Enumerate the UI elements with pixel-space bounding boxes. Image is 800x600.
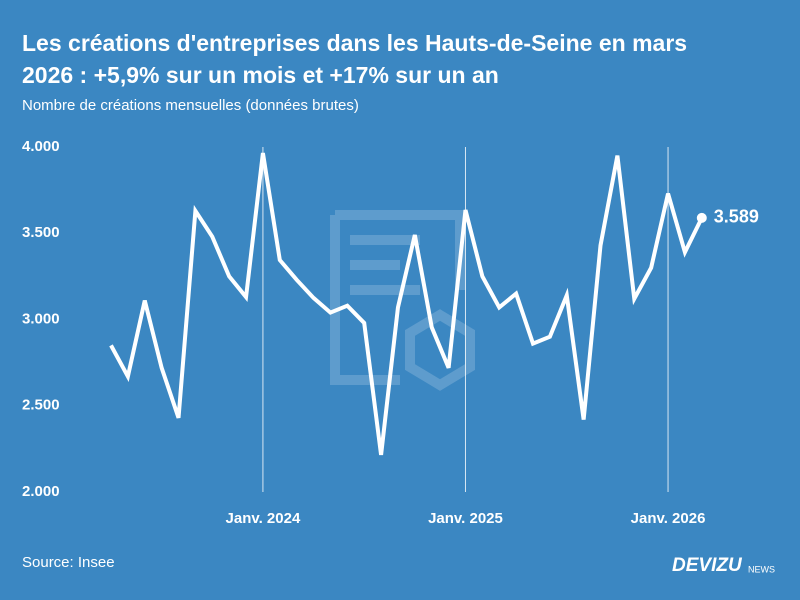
y-tick-label: 2.000 [22,483,60,500]
x-tick-label: Janv. 2024 [226,510,301,527]
chart-subtitle: Nombre de créations mensuelles (données … [22,97,359,114]
y-tick-label: 3.000 [22,310,60,327]
chart-title: Les créations d'entreprises dans les Hau… [22,30,687,56]
x-tick-label: Janv. 2026 [631,510,706,527]
y-tick-label: 2.500 [22,397,60,414]
end-dot [696,212,707,223]
brand: DEVIZU [672,555,743,576]
y-tick-label: 3.500 [22,224,60,241]
line [109,152,704,456]
brand-sub: NEWS [748,564,775,574]
source: Source: Insee [22,554,115,571]
value-label: 3.589 [714,207,759,227]
y-tick-label: 4.000 [22,138,60,155]
chart-title: 2026 : +5,9% sur un mois et +17% sur un … [22,62,499,88]
x-tick-label: Janv. 2025 [428,510,503,527]
